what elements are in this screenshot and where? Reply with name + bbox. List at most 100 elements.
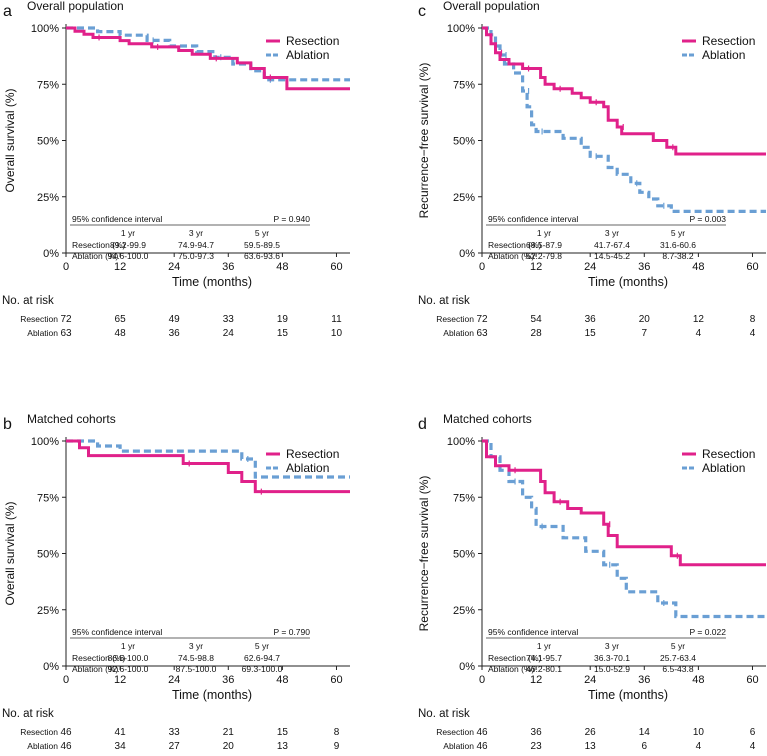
risk-count: 34 — [115, 741, 127, 752]
x-tick-label: 12 — [114, 674, 126, 686]
risk-row-label: Resection — [20, 314, 58, 324]
x-tick-label: 0 — [479, 261, 485, 273]
y-tick-label: 25% — [37, 192, 59, 204]
ablation-curve — [482, 439, 766, 619]
risk-count: 12 — [693, 314, 705, 325]
risk-count: 65 — [115, 314, 127, 325]
risk-count: 28 — [531, 328, 543, 339]
x-tick-label: 48 — [276, 261, 288, 273]
x-tick-label: 60 — [746, 261, 758, 273]
risk-title: No. at risk — [418, 295, 470, 307]
ci-cell: 75.0-97.3 — [178, 251, 214, 261]
ci-year-header: 1 yr — [537, 228, 551, 238]
risk-count: 23 — [531, 741, 543, 752]
x-tick-label: 60 — [746, 674, 758, 686]
risk-count: 4 — [696, 741, 702, 752]
risk-count: 36 — [531, 727, 543, 738]
y-tick-label: 0% — [459, 661, 475, 673]
ci-year-header: 3 yr — [189, 228, 203, 238]
legend-label-resection: Resection — [286, 34, 339, 48]
risk-row-label: Resection — [436, 727, 474, 737]
risk-table: No. at risk Resection 72 65 49 33 19 11 Ablation… — [2, 295, 342, 339]
risk-count: 15 — [585, 328, 597, 339]
ci-row-label: Resection (%) — [488, 653, 542, 663]
ci-year-header: 5 yr — [255, 228, 269, 238]
y-tick-label: 50% — [37, 136, 59, 148]
ci-year-header: 5 yr — [671, 641, 685, 651]
ci-table: 95% confidence interval P = 0.940 1 yr 3 yr… — [70, 214, 310, 261]
x-tick-label: 24 — [584, 674, 596, 686]
ci-cell: 14.5-45.2 — [594, 251, 630, 261]
km-panel-c: c Overall population Recurrence−free survi… — [417, 0, 766, 339]
panel-letter: d — [418, 416, 427, 433]
risk-count: 4 — [750, 328, 756, 339]
risk-count: 13 — [585, 741, 597, 752]
x-axis-label: Time (months) — [172, 688, 252, 702]
risk-count: 63 — [476, 328, 488, 339]
legend-label-resection: Resection — [702, 447, 755, 461]
risk-count: 36 — [169, 328, 181, 339]
legend-label-ablation: Ablation — [702, 461, 745, 475]
risk-count: 46 — [60, 741, 72, 752]
risk-count: 15 — [277, 727, 289, 738]
risk-count: 13 — [277, 741, 289, 752]
ci-table: 95% confidence interval P = 0.003 1 yr 3 yr… — [486, 214, 726, 261]
ci-year-header: 3 yr — [189, 641, 203, 651]
risk-count: 9 — [334, 741, 340, 752]
ci-table: 95% confidence interval P = 0.022 1 yr 3 yr… — [486, 627, 726, 674]
y-tick-label: 0% — [43, 248, 59, 260]
y-axis-label: Overall survival (%) — [3, 501, 17, 605]
x-tick-label: 12 — [530, 674, 542, 686]
km-panel-a: a Overall population Overall survival (%) 0… — [2, 0, 350, 339]
ci-cell: 46.2-80.1 — [526, 664, 562, 674]
km-panel-b: b Matched cohorts Overall survival (%) 0% 25… — [2, 412, 350, 752]
x-tick-label: 24 — [168, 674, 180, 686]
legend-label-resection: Resection — [702, 34, 755, 48]
y-tick-label: 100% — [31, 23, 59, 35]
ablation-curve — [66, 439, 350, 479]
y-tick-label: 75% — [453, 79, 475, 91]
y-tick-label: 25% — [453, 605, 475, 617]
ci-cell: 31.6-60.6 — [660, 240, 696, 250]
panel-title: Overall population — [27, 0, 124, 13]
legend-label-ablation: Ablation — [286, 48, 329, 62]
risk-count: 4 — [750, 741, 756, 752]
ci-cell: 41.7-67.4 — [594, 240, 630, 250]
risk-count: 8 — [750, 314, 756, 325]
risk-row-label: Resection — [20, 727, 58, 737]
risk-count: 4 — [696, 328, 702, 339]
ci-cell: 15.0-52.9 — [594, 664, 630, 674]
risk-count: 19 — [277, 314, 289, 325]
panel-title: Matched cohorts — [27, 412, 116, 426]
panel-letter: b — [3, 416, 12, 433]
y-tick-label: 75% — [37, 492, 59, 504]
ci-row-label: Ablation (%) — [488, 664, 534, 674]
x-axis-label: Time (months) — [588, 275, 668, 289]
x-tick-label: 24 — [584, 261, 596, 273]
x-axis-label: Time (months) — [588, 688, 668, 702]
risk-count: 11 — [331, 314, 342, 325]
ci-cell: 74.5-98.8 — [178, 653, 214, 663]
y-tick-label: 100% — [447, 436, 475, 448]
x-tick-label: 24 — [168, 261, 180, 273]
risk-count: 24 — [223, 328, 235, 339]
risk-count: 72 — [476, 314, 488, 325]
risk-title: No. at risk — [2, 295, 54, 307]
risk-count: 46 — [476, 741, 488, 752]
p-value: P = 0.940 — [274, 214, 311, 224]
y-tick-label: 75% — [37, 79, 59, 91]
x-tick-label: 12 — [114, 261, 126, 273]
ci-year-header: 3 yr — [605, 641, 619, 651]
ci-cell: 68.5-87.9 — [526, 240, 562, 250]
legend-label-ablation: Ablation — [286, 461, 329, 475]
ci-cell: 86.6-100.0 — [108, 653, 149, 663]
risk-count: 20 — [223, 741, 235, 752]
y-tick-label: 50% — [37, 549, 59, 561]
x-tick-label: 36 — [638, 674, 650, 686]
ci-title: 95% confidence interval — [72, 214, 162, 224]
ci-cell: 74.1-95.7 — [526, 653, 562, 663]
risk-row-label: Ablation — [443, 741, 474, 751]
